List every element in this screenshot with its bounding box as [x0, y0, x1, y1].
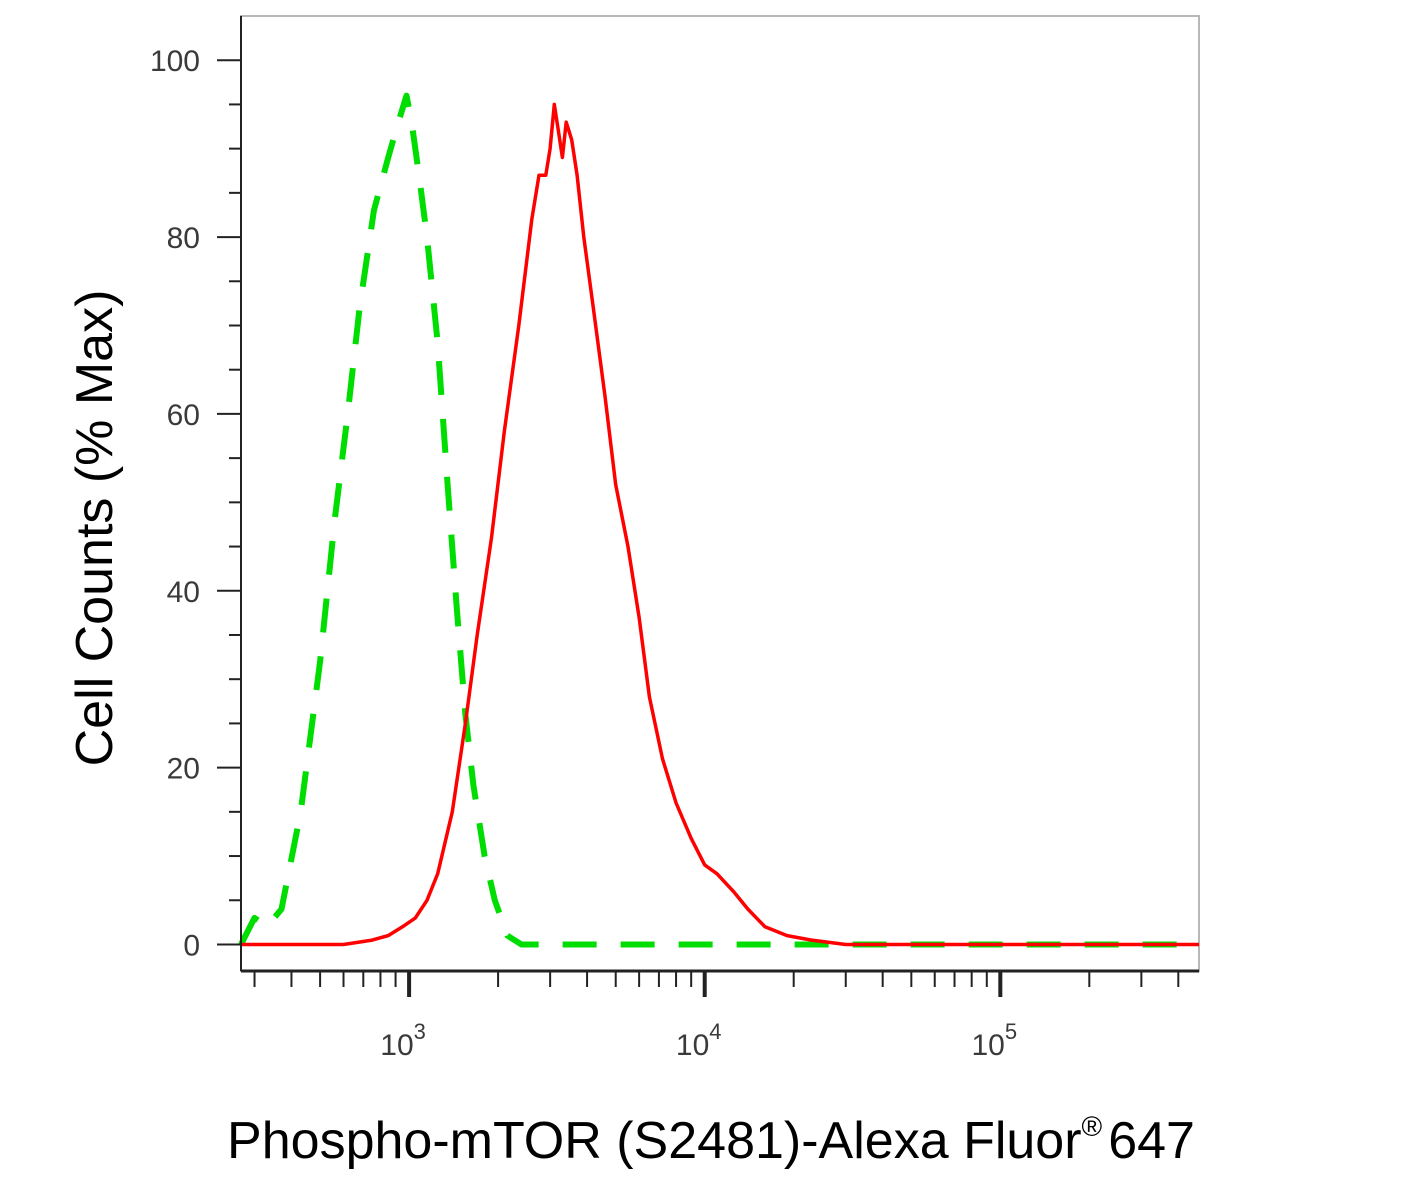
x-axis-title: Phospho-mTOR (S2481)-Alexa Fluor® 647: [227, 1111, 1195, 1170]
control-series-line: [238, 92, 1199, 948]
series-layer: [238, 92, 1199, 948]
y-tick-label: 0: [183, 929, 200, 962]
x-tick-label: 105: [972, 1019, 1018, 1062]
x-tick-label: 103: [380, 1019, 426, 1062]
x-axis-title-symbol: ®: [1082, 1111, 1103, 1142]
x-axis-title-text: Phospho-mTOR (S2481)-Alexa Fluor: [227, 1112, 1082, 1170]
x-axis-ticks: 103 104 105: [253, 971, 1180, 1062]
y-tick-label: 100: [150, 45, 200, 78]
x-tick-label: 104: [676, 1019, 722, 1062]
y-tick-label: 60: [167, 399, 200, 432]
y-tick-label: 80: [167, 222, 200, 255]
stained-series-line: [241, 102, 1199, 947]
y-axis-ticks: 0 20 40 60 80 100: [150, 45, 241, 962]
y-tick-label: 20: [167, 753, 200, 786]
y-tick-label: 40: [167, 576, 200, 609]
x-axis-title-suffix: 647: [1108, 1112, 1195, 1170]
y-axis-title: Cell Counts (% Max): [66, 290, 124, 767]
